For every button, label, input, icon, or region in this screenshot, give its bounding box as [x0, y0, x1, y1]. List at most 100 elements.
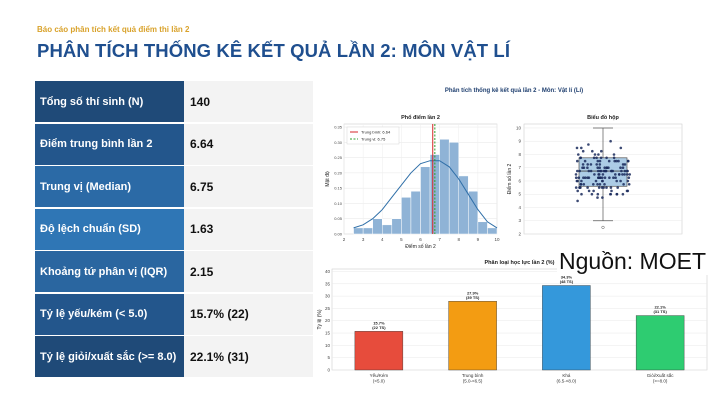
- stat-value: 22.1% (31): [184, 336, 313, 377]
- histogram-legend-median-label: Trung vị: 6.75: [361, 137, 386, 142]
- stat-row: Tỷ lệ yếu/kém (< 5.0) 15.7% (22): [35, 293, 313, 336]
- histogram-bar: [468, 190, 479, 235]
- boxplot-point: [619, 179, 622, 183]
- stat-value: 2.15: [184, 251, 313, 292]
- boxplot-point: [580, 192, 583, 196]
- classification-data-label: 34.3%: [561, 275, 573, 280]
- boxplot-point: [589, 163, 593, 166]
- boxplot-point: [596, 192, 600, 196]
- histogram-ytick: 0.00: [334, 232, 343, 237]
- boxplot-point: [600, 149, 603, 153]
- boxplot-ytick: 8: [518, 152, 521, 157]
- boxplot-point: [623, 173, 626, 176]
- boxplot-point: [598, 163, 602, 166]
- analysis-figure: Phân tích thống kê kết quả lần 2 - Môn: …: [317, 82, 711, 393]
- boxplot-point: [576, 189, 579, 193]
- boxplot-point: [616, 186, 619, 189]
- boxplot-point: [628, 173, 631, 176]
- boxplot-point: [592, 189, 595, 193]
- histogram-bar: [391, 218, 402, 235]
- boxplot-point: [611, 169, 615, 173]
- histogram-bar: [420, 166, 431, 235]
- boxplot-point: [597, 186, 601, 189]
- histogram-bar: [401, 197, 412, 235]
- boxplot-point: [613, 159, 616, 163]
- boxplot-point: [599, 169, 603, 173]
- stats-table: Tổng số thí sinh (N) 140 Điểm trung bình…: [35, 81, 313, 379]
- boxplot-point: [615, 192, 619, 196]
- classification-category-label: Khá: [562, 373, 571, 378]
- boxplot-point: [612, 153, 616, 156]
- stat-value: 15.7% (22): [184, 293, 313, 335]
- boxplot-point: [577, 176, 581, 179]
- classification-ytick: 5: [327, 355, 330, 360]
- boxplot-point: [580, 179, 583, 183]
- histogram-xtick: 6: [419, 237, 422, 242]
- boxplot-point: [574, 186, 578, 189]
- classification-ylabel: Tỷ lệ (%): [317, 309, 323, 329]
- boxplot-ytick: 7: [518, 165, 521, 170]
- stat-label: Tổng số thí sinh (N): [35, 81, 184, 122]
- figure-svg: Phân tích thống kê kết quả lần 2 - Môn: …: [317, 87, 708, 384]
- classification-title: Phân loại học lực lần 2 (%): [485, 260, 555, 266]
- boxplot-point: [582, 176, 585, 179]
- classification-ytick: 30: [325, 294, 331, 299]
- stat-label: Độ lệch chuẩn (SD): [35, 208, 184, 250]
- boxplot-point: [574, 173, 578, 176]
- boxplot-point: [609, 186, 613, 189]
- boxplot-point: [597, 153, 600, 156]
- boxplot-point: [626, 179, 630, 183]
- boxplot-ytick: 2: [518, 232, 521, 237]
- histogram-ytick: 0.35: [334, 125, 343, 130]
- histogram-bar: [487, 227, 498, 235]
- boxplot-point: [598, 159, 602, 163]
- boxplot-point: [586, 176, 589, 179]
- histogram-bar: [477, 221, 488, 235]
- classification-category-label: (5.0-<6.5): [463, 379, 483, 384]
- stat-value: 6.64: [184, 123, 313, 165]
- boxplot-point: [602, 186, 605, 189]
- boxplot-point: [593, 153, 597, 156]
- boxplot-point: [578, 169, 581, 173]
- boxplot-point: [576, 199, 579, 203]
- histogram-legend-box: [346, 126, 400, 145]
- stat-label: Khoảng tứ phân vị (IQR): [35, 251, 184, 292]
- boxplot-point: [617, 159, 620, 163]
- boxplot-point: [615, 179, 618, 183]
- boxplot-point: [603, 166, 606, 169]
- histogram-title: Phổ điểm lần 2: [401, 114, 440, 121]
- boxplot-point: [584, 176, 587, 179]
- boxplot-point: [581, 149, 585, 153]
- histogram-xtick: 10: [494, 237, 500, 242]
- boxplot-point: [593, 173, 596, 176]
- stat-value: 140: [184, 81, 313, 122]
- histogram-density-curve: [353, 160, 498, 229]
- boxplot-point: [612, 156, 616, 160]
- classification-bar: [448, 301, 497, 371]
- histogram-bar: [458, 175, 469, 235]
- boxplot-point: [627, 176, 631, 179]
- boxplot-point: [586, 186, 589, 189]
- stat-row: Trung vị (Median) 6.75: [35, 166, 313, 208]
- histogram-ytick: 0.30: [334, 140, 343, 145]
- classification-category-label: (<5.0): [373, 379, 385, 384]
- classification-data-label: (39 TS): [466, 295, 480, 300]
- histogram-bar: [410, 190, 421, 235]
- histogram-bar: [372, 218, 383, 235]
- boxplot-point: [577, 153, 580, 156]
- boxplot-point: [597, 173, 600, 176]
- histogram-xtick: 3: [362, 237, 365, 242]
- histogram-legend-mean-label: Trung bình: 6.64: [361, 130, 391, 135]
- boxplot-point: [621, 192, 625, 196]
- stat-label: Trung vị (Median): [35, 166, 184, 207]
- stat-label: Điểm trung bình lần 2: [35, 123, 184, 165]
- boxplot-point: [574, 176, 578, 179]
- boxplot-point: [609, 192, 612, 196]
- boxplot-point: [627, 183, 631, 186]
- histogram-xtick: 7: [438, 237, 441, 242]
- boxplot-point: [619, 166, 622, 169]
- boxplot-point: [621, 166, 625, 169]
- histogram-ytick: 0.20: [334, 170, 343, 175]
- boxplot-point: [576, 159, 579, 163]
- boxplot-point: [591, 149, 594, 153]
